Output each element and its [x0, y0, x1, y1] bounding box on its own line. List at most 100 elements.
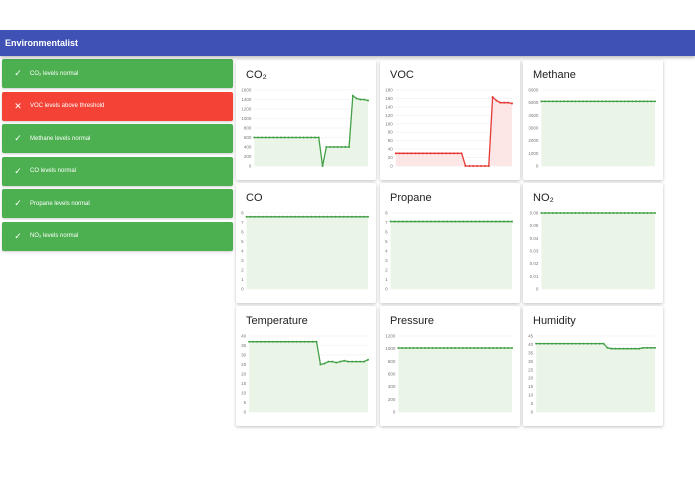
svg-text:100: 100 — [385, 121, 393, 126]
svg-text:600: 600 — [244, 135, 252, 140]
svg-text:25: 25 — [241, 362, 247, 367]
svg-text:180: 180 — [385, 88, 393, 93]
svg-text:0.05: 0.05 — [530, 223, 539, 228]
chart-title: Propane — [390, 192, 432, 204]
svg-text:0.03: 0.03 — [530, 249, 539, 254]
alert-label: NO₂ levels normal — [30, 233, 79, 239]
app-title: Environmentalist — [5, 38, 79, 48]
svg-text:0.01: 0.01 — [530, 274, 539, 279]
svg-text:5: 5 — [244, 400, 247, 405]
chart-card-co: CO 0 1 2 3 4 5 6 7 8 — [236, 183, 376, 303]
chart-title: VOC — [390, 69, 414, 81]
svg-text:7: 7 — [385, 220, 388, 225]
chart-card-methane: Methane 0 1000 2000 3000 4000 5000 6000 — [523, 60, 663, 180]
chart-no2: 0 0.01 0.02 0.03 0.04 0.05 0.06 — [530, 211, 656, 292]
svg-text:1000: 1000 — [241, 116, 252, 121]
svg-text:6: 6 — [241, 230, 244, 235]
status-icon: ✓ — [14, 230, 22, 241]
status-icon: ✓ — [14, 165, 22, 176]
svg-text:4: 4 — [241, 249, 244, 254]
svg-text:0: 0 — [241, 287, 244, 292]
svg-text:3000: 3000 — [528, 126, 539, 131]
svg-text:10: 10 — [528, 393, 534, 398]
svg-text:20: 20 — [388, 155, 394, 160]
svg-text:0: 0 — [244, 410, 247, 415]
chart-title: Humidity — [533, 315, 576, 327]
svg-text:40: 40 — [388, 147, 394, 152]
svg-text:30: 30 — [528, 359, 534, 364]
svg-text:1200: 1200 — [385, 334, 396, 339]
svg-text:1000: 1000 — [385, 346, 396, 351]
svg-text:7: 7 — [241, 220, 244, 225]
alert-no2[interactable]: ✓ NO₂ levels normal — [2, 221, 233, 251]
svg-text:40: 40 — [528, 342, 534, 347]
chart-title: Temperature — [246, 315, 308, 327]
svg-text:5: 5 — [531, 401, 534, 406]
svg-text:8: 8 — [385, 211, 388, 216]
svg-text:15: 15 — [528, 384, 534, 389]
svg-text:1000: 1000 — [528, 151, 539, 156]
svg-text:4: 4 — [385, 249, 388, 254]
svg-text:4000: 4000 — [528, 113, 539, 118]
svg-text:1200: 1200 — [241, 107, 252, 112]
svg-text:20: 20 — [241, 372, 247, 377]
svg-text:2: 2 — [241, 268, 244, 273]
chart-title: NO₂ — [533, 192, 554, 204]
status-icon: ✓ — [14, 133, 22, 143]
svg-text:5000: 5000 — [528, 100, 539, 105]
top-spacer — [0, 0, 695, 30]
chart-co: 0 1 2 3 4 5 6 7 8 — [241, 211, 369, 292]
svg-text:5: 5 — [385, 239, 388, 244]
chart-title: Methane — [533, 69, 576, 81]
chart-temperature: 0 5 10 15 20 25 30 35 40 — [241, 334, 369, 415]
svg-text:1: 1 — [385, 277, 388, 282]
chart-card-voc: VOC 0 20 40 60 80 100 120 140 160 180 — [380, 60, 520, 180]
svg-text:35: 35 — [241, 343, 247, 348]
chart-title: CO₂ — [246, 69, 267, 81]
svg-text:30: 30 — [241, 353, 247, 358]
svg-text:6000: 6000 — [528, 88, 539, 93]
svg-text:2: 2 — [385, 268, 388, 273]
chart-pressure: 0 200 400 600 800 1000 1200 — [385, 334, 513, 415]
chart-card-humidity: Humidity 0 5 10 15 20 25 30 35 40 45 — [523, 306, 663, 426]
svg-text:600: 600 — [388, 372, 396, 377]
alert-co[interactable]: ✓ CO levels normal — [2, 156, 233, 186]
svg-text:200: 200 — [388, 397, 396, 402]
svg-text:60: 60 — [388, 138, 394, 143]
svg-text:8: 8 — [241, 211, 244, 216]
svg-text:0: 0 — [249, 164, 252, 169]
chart-voc: 0 20 40 60 80 100 120 140 160 180 — [385, 88, 513, 169]
svg-text:3: 3 — [385, 258, 388, 263]
alert-voc[interactable]: ✕ VOC levels above threshold — [2, 91, 233, 121]
chart-co2: 0 200 400 600 800 1000 1200 1400 1600 — [241, 88, 369, 169]
svg-text:80: 80 — [388, 130, 394, 135]
svg-text:0: 0 — [536, 287, 539, 292]
svg-text:45: 45 — [528, 334, 534, 339]
svg-text:0: 0 — [393, 410, 396, 415]
svg-text:0.04: 0.04 — [530, 236, 539, 241]
chart-title: Pressure — [390, 315, 435, 327]
status-icon: ✕ — [14, 100, 22, 111]
alert-methane[interactable]: ✓ Methane levels normal — [2, 124, 233, 153]
alert-co2[interactable]: ✓ CO₂ levels normal — [2, 59, 233, 88]
svg-text:35: 35 — [528, 350, 534, 355]
svg-text:160: 160 — [385, 96, 393, 101]
svg-text:800: 800 — [244, 126, 252, 131]
chart-card-temperature: Temperature 0 5 10 15 20 25 30 35 40 — [236, 306, 376, 426]
svg-text:10: 10 — [241, 391, 247, 396]
svg-text:0: 0 — [385, 287, 388, 292]
alert-propane[interactable]: ✓ Propane levels normal — [2, 189, 233, 218]
svg-text:0: 0 — [390, 164, 393, 169]
alert-label: Methane levels normal — [30, 135, 91, 142]
svg-text:0: 0 — [531, 410, 534, 415]
svg-text:15: 15 — [241, 381, 247, 386]
svg-text:3: 3 — [241, 258, 244, 263]
svg-text:200: 200 — [244, 154, 252, 159]
status-icon: ✓ — [14, 198, 22, 208]
svg-text:1400: 1400 — [241, 97, 252, 102]
chart-card-pressure: Pressure 0 200 400 600 800 1000 1200 — [380, 306, 520, 426]
svg-text:0.06: 0.06 — [530, 211, 539, 216]
svg-text:40: 40 — [241, 334, 247, 339]
chart-card-co2: CO₂ 0 200 400 600 800 1000 1200 1400 1600 — [236, 60, 376, 180]
svg-text:6: 6 — [385, 230, 388, 235]
